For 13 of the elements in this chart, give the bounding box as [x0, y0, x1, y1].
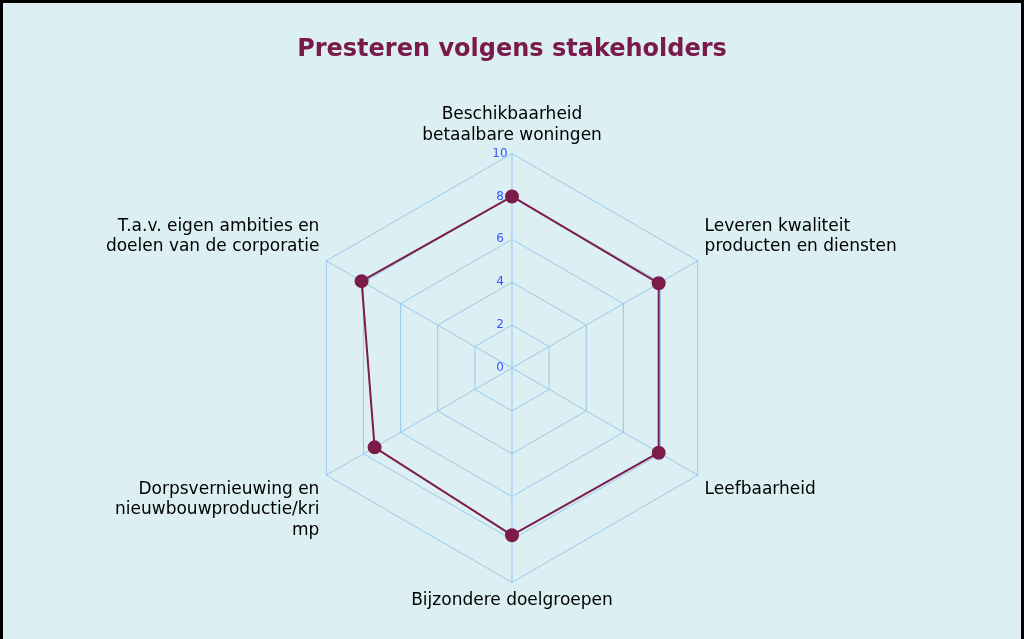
chart-title: Presteren volgens stakeholders	[297, 33, 727, 62]
y-tick-label: 10	[492, 145, 508, 160]
y-tick-label: 6	[496, 231, 504, 246]
y-tick-label: 4	[496, 274, 504, 289]
spoke-label: Bijzondere doelgroepen	[411, 589, 613, 610]
y-tick-label: 8	[496, 188, 504, 203]
spoke-label: Leveren kwaliteit producten en diensten	[704, 214, 897, 256]
spoke-label: T.a.v. eigen ambities en doelen van de corporatie	[105, 214, 320, 256]
y-tick-label: 0	[496, 360, 504, 375]
y-tick-label: 2	[496, 317, 504, 332]
spoke-label: Beschikbaarheid betaalbare woningen	[422, 103, 602, 144]
spoke-label: Leefbaarheid	[704, 477, 816, 498]
spoke-label: Dorpsvernieuwing en nieuwbouwproductie/kri mp	[115, 477, 320, 539]
